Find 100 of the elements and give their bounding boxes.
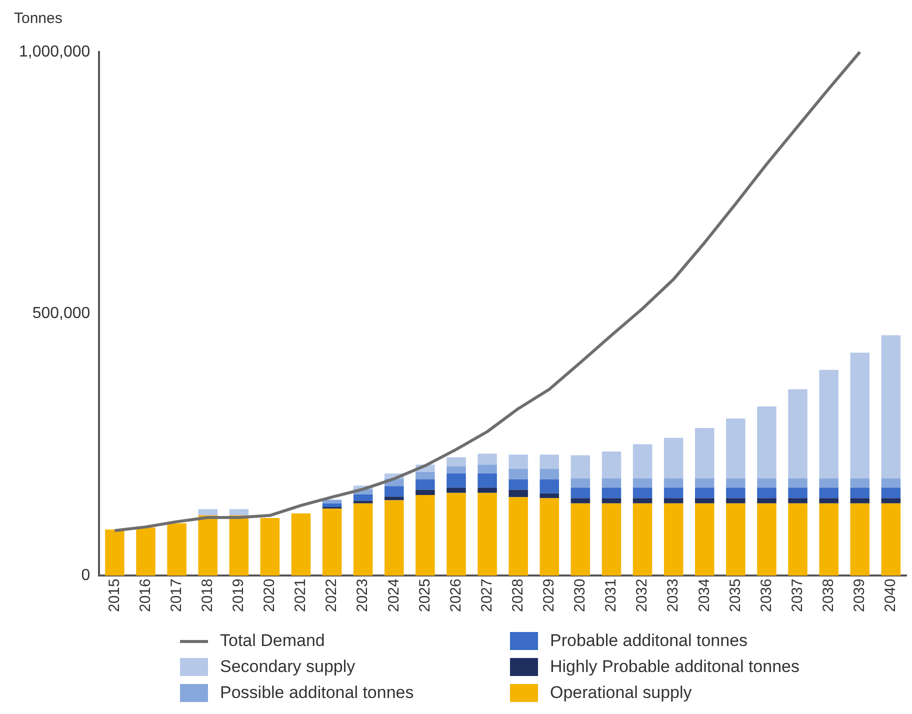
bar	[664, 488, 684, 498]
bar	[446, 488, 466, 493]
x-tick-label: 2026	[447, 578, 464, 612]
bar	[819, 488, 838, 498]
bar	[229, 515, 249, 576]
bar	[819, 498, 838, 504]
bar	[757, 488, 776, 498]
x-tick-label: 2018	[198, 578, 216, 612]
bar	[229, 509, 249, 516]
bar	[540, 454, 560, 469]
legend-label: Secondary supply	[220, 657, 356, 677]
bar	[198, 515, 218, 576]
legend-label: Operational supply	[550, 683, 692, 703]
bar	[416, 490, 435, 495]
x-tick-label: 2022	[323, 578, 340, 612]
bar	[105, 530, 124, 576]
bar	[632, 488, 652, 498]
x-tick-label: 2033	[664, 578, 682, 612]
bar	[602, 498, 622, 504]
bar	[788, 488, 808, 498]
bar	[446, 466, 466, 474]
bar	[726, 503, 746, 576]
x-tick-label: 2015	[106, 578, 123, 612]
x-tick-label: 2017	[168, 578, 185, 612]
bar	[416, 472, 435, 480]
legend-label: Probable additonal tonnes	[550, 631, 748, 651]
bar	[819, 370, 838, 478]
x-tick-label: 2028	[509, 578, 526, 612]
y-tick-label: 1,000,000	[18, 43, 90, 60]
x-tick-label: 2027	[478, 578, 496, 612]
x-tick-label: 2021	[292, 578, 310, 612]
bar	[602, 478, 622, 488]
bar	[508, 497, 528, 576]
x-tick-label: 2020	[261, 578, 278, 612]
bar	[570, 478, 590, 488]
bar	[881, 503, 901, 576]
bar	[260, 518, 280, 576]
bar	[695, 428, 714, 478]
bar	[695, 488, 714, 498]
bar	[540, 493, 560, 498]
y-tick-label: 0	[81, 567, 90, 584]
y-tick-label: 500,000	[32, 305, 90, 322]
x-tick-label: 2032	[634, 578, 651, 612]
bar	[757, 478, 776, 488]
bar	[416, 479, 435, 490]
bar	[632, 503, 652, 576]
bar	[570, 488, 590, 498]
bar	[757, 498, 776, 504]
bar	[602, 452, 622, 478]
x-tick-label: 2035	[726, 578, 744, 612]
bar	[508, 479, 528, 490]
bar	[881, 498, 901, 504]
bar	[881, 488, 901, 498]
bar	[664, 503, 684, 576]
bar	[632, 498, 652, 504]
bar	[508, 490, 528, 498]
bar	[540, 479, 560, 494]
bar	[695, 503, 714, 576]
x-tick-label: 2016	[136, 578, 154, 612]
x-tick-label: 2023	[354, 578, 372, 612]
bar	[632, 478, 652, 488]
bar	[850, 503, 870, 576]
x-tick-label: 2038	[820, 578, 837, 612]
bar	[136, 527, 156, 576]
bar	[353, 503, 373, 576]
bar	[384, 496, 404, 500]
bar	[478, 464, 497, 474]
y-axis-title: Tonnes	[14, 10, 62, 27]
x-tick-label: 2030	[572, 578, 589, 612]
x-tick-label: 2036	[758, 578, 775, 612]
bar	[570, 503, 590, 576]
bar	[384, 486, 404, 497]
bar	[322, 503, 342, 508]
bar	[757, 503, 776, 576]
x-tick-label: 2024	[385, 578, 402, 612]
bar	[167, 523, 186, 576]
bar	[291, 513, 311, 576]
bar	[695, 478, 714, 488]
bar	[788, 389, 808, 478]
bar	[353, 494, 373, 501]
bar	[788, 478, 808, 488]
legend-label: Total Demand	[220, 631, 325, 651]
bar	[416, 494, 435, 576]
bar	[819, 478, 838, 488]
bar	[850, 478, 870, 488]
bar	[570, 455, 590, 478]
legend-label: Highly Probable additonal tonnes	[550, 657, 800, 677]
x-tick-label: 2040	[882, 578, 900, 612]
bar	[664, 438, 684, 478]
x-tick-label: 2039	[851, 578, 868, 612]
bar	[602, 503, 622, 576]
bar	[478, 488, 497, 493]
bar	[540, 498, 560, 576]
bar	[353, 500, 373, 504]
bar	[322, 508, 342, 576]
bar	[508, 468, 528, 480]
bar	[446, 492, 466, 576]
bar	[695, 498, 714, 504]
bar	[726, 478, 746, 488]
bar	[446, 457, 466, 466]
